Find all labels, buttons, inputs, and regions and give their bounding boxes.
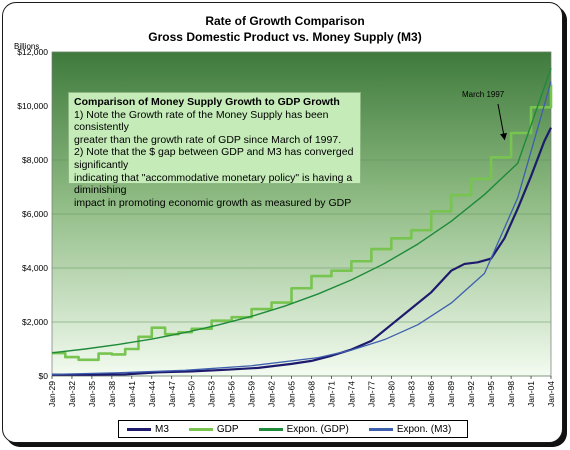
legend-swatch-expon-gdp xyxy=(258,427,283,431)
y-units-label: Billions xyxy=(14,42,40,51)
x-tick-label: Jan-50 xyxy=(187,381,197,407)
y-tick-label: $10,000 xyxy=(17,101,48,111)
x-tick-label: Jan-01 xyxy=(526,381,536,407)
x-tick-label: Jan-59 xyxy=(247,381,257,407)
x-tick-label: Jan-29 xyxy=(47,381,57,407)
x-tick-label: Jan-41 xyxy=(127,381,137,407)
x-tick-label: Jan-98 xyxy=(506,381,516,407)
x-tick-label: Jan-77 xyxy=(366,381,376,407)
series-line-expon-m3 xyxy=(51,81,552,376)
y-tick-label: $12,000 xyxy=(17,47,48,57)
annotation-line: impact in promoting economic growth as m… xyxy=(74,196,352,209)
x-tick-label: Jan-35 xyxy=(87,381,97,407)
legend-label-expon-gdp: Expon. (GDP) xyxy=(286,423,349,435)
annotation-line: 2) Note that the $ gap between GDP and M… xyxy=(74,146,354,171)
annotation-line: greater than the growth rate of GDP sinc… xyxy=(74,133,342,146)
annotation-line: 1) Note the Growth rate of the Money Sup… xyxy=(74,108,329,134)
y-tick-label: $4,000 xyxy=(22,263,48,273)
x-tick-label: Jan-74 xyxy=(346,381,356,407)
x-tick-label: Jan-65 xyxy=(287,381,297,407)
x-tick-label: Jan-83 xyxy=(406,381,416,407)
y-tick-label: $6,000 xyxy=(22,209,48,219)
legend-item-expon-gdp: Expon. (GDP) xyxy=(258,423,349,435)
series-line-gdp xyxy=(52,84,553,362)
legend-item-gdp: GDP xyxy=(188,423,239,435)
legend-label-expon-m3: Expon. (M3) xyxy=(396,423,452,435)
x-tick-label: Jan-92 xyxy=(466,381,476,407)
chart-title: Rate of Growth Comparison xyxy=(205,14,365,28)
x-tick-label: Jan-89 xyxy=(446,381,456,407)
legend-swatch-expon-m3 xyxy=(368,427,393,431)
x-tick-label: Jan-44 xyxy=(147,381,157,407)
x-tick-label: Jan-56 xyxy=(227,381,237,407)
callout-arrow xyxy=(497,103,507,141)
legend-item-m3: M3 xyxy=(127,424,169,435)
legend-swatch-gdp xyxy=(188,427,213,431)
legend-item-expon-m3: Expon. (M3) xyxy=(368,423,452,435)
y-tick-label: $2,000 xyxy=(22,317,48,327)
x-tick-label: Jan-53 xyxy=(207,381,217,407)
x-tick-label: Jan-80 xyxy=(386,381,396,407)
chart-subtitle: Gross Domestic Product vs. Money Supply … xyxy=(148,30,422,44)
y-tick-label: $0 xyxy=(39,371,49,381)
legend-swatch-m3 xyxy=(127,427,151,431)
annotation-box: Comparison of Money Supply Growth to GDP… xyxy=(68,92,361,209)
x-tick-label: Jan-47 xyxy=(167,381,177,407)
annotation-line: indicating that "accommodative monetary … xyxy=(74,171,353,197)
x-tick-label: Jan-71 xyxy=(326,381,336,407)
march-1997-callout: March 1997 xyxy=(462,90,505,99)
series-line-m3 xyxy=(51,127,552,376)
x-tick-label: Jan-95 xyxy=(486,381,496,407)
x-tick-label: Jan-62 xyxy=(267,381,277,407)
legend-label-gdp: GDP xyxy=(216,423,239,435)
x-tick-label: Jan-04 xyxy=(546,381,556,407)
legend-label-m3: M3 xyxy=(155,423,169,435)
annotation-heading: Comparison of Money Supply Growth to GDP… xyxy=(74,96,340,108)
x-tick-label: Jan-32 xyxy=(67,381,77,407)
x-tick-label: Jan-68 xyxy=(306,381,316,407)
x-tick-label: Jan-38 xyxy=(107,381,117,407)
series-line-expon-gdp xyxy=(51,67,552,354)
chart-legend: M3 GDP Expon. (GDP) Expon. (M3) xyxy=(118,420,468,438)
y-tick-label: $8,000 xyxy=(22,155,48,165)
x-tick-label: Jan-86 xyxy=(426,381,436,407)
